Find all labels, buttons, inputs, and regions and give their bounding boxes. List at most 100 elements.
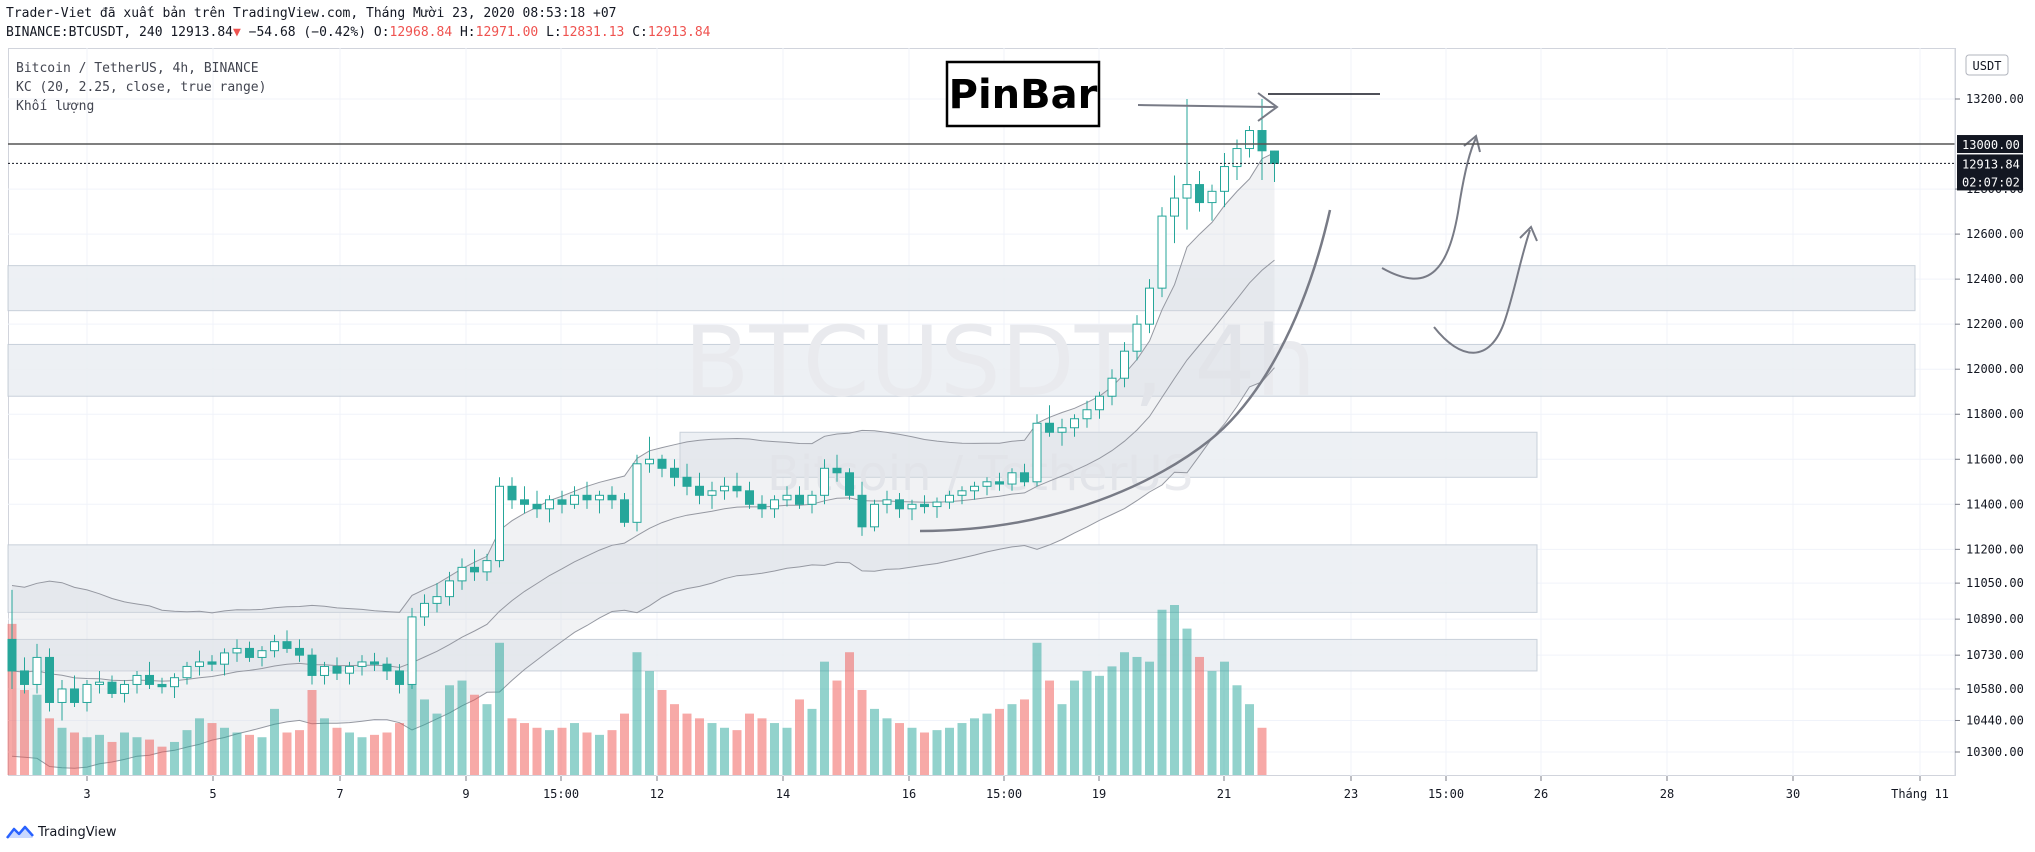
- volume-bar: [795, 699, 804, 775]
- open-label: O:: [373, 25, 390, 40]
- candle-body: [870, 503, 879, 528]
- volume-bar: [1257, 727, 1267, 775]
- volume-bar: [1145, 661, 1154, 775]
- candle-body: [582, 494, 592, 501]
- volume-bar: [682, 713, 692, 775]
- volume-bar: [357, 737, 367, 775]
- volume-bar: [445, 685, 454, 775]
- kc-fill: [12, 152, 1275, 769]
- time-tick-label: 12: [650, 787, 664, 801]
- volume-bar: [1220, 661, 1229, 775]
- candle-body: [1157, 215, 1167, 289]
- symbol-price: BINANCE:BTCUSDT, 240 12913.84: [6, 25, 233, 40]
- candle-body: [670, 467, 679, 478]
- volume-bar: [920, 732, 929, 775]
- time-tick-label: Tháng 11: [1891, 787, 1949, 801]
- candle-body: [95, 681, 104, 685]
- candle-body: [795, 494, 804, 505]
- price-tick-label: 10300.00: [1966, 745, 2024, 759]
- time-tick-label: 26: [1534, 787, 1548, 801]
- candle-body: [57, 688, 67, 703]
- candle-body: [320, 665, 329, 676]
- volume-bar: [407, 671, 417, 775]
- volume-bar: [20, 690, 29, 775]
- candle-body: [745, 490, 754, 505]
- volume-bar: [432, 713, 442, 775]
- volume-bar: [882, 718, 892, 775]
- volume-bar: [782, 727, 792, 775]
- volume-bar: [495, 642, 504, 775]
- volume-bar: [670, 704, 679, 775]
- volume-bar: [720, 727, 729, 775]
- volume-bar: [832, 680, 842, 775]
- high-label: H:: [459, 25, 476, 40]
- candle-body: [995, 481, 1004, 485]
- time-tick-label: 19: [1092, 787, 1106, 801]
- price-tick-label: 12000.00: [1966, 362, 2024, 376]
- candle-body: [1145, 287, 1154, 325]
- candle-body: [545, 499, 554, 510]
- candle-body: [1045, 422, 1054, 433]
- price-tick-label: 10440.00: [1966, 713, 2024, 727]
- time-tick-label: 7: [336, 787, 343, 801]
- candle-body: [245, 647, 254, 658]
- volume-bar: [632, 652, 642, 775]
- volume-bar: [57, 727, 67, 775]
- candle-body: [432, 596, 442, 604]
- candle-body: [357, 661, 367, 667]
- current-price-value: 12913.84: [1962, 157, 2020, 171]
- candle-body: [195, 661, 204, 667]
- time-tick-label: 15:00: [986, 787, 1022, 801]
- volume-bar: [395, 723, 404, 775]
- candle-body: [970, 485, 979, 492]
- volume-bar: [370, 734, 379, 775]
- candle-body: [945, 494, 954, 503]
- price-tick-label: 10890.00: [1966, 612, 2024, 626]
- volume-bar: [995, 708, 1004, 775]
- candle-body: [1182, 184, 1192, 199]
- volume-bar: [470, 694, 479, 775]
- candle-body: [732, 485, 742, 492]
- footer: TradingView: [6, 820, 117, 844]
- high-value: 12971.00: [475, 25, 539, 40]
- volume-bar: [120, 732, 129, 775]
- candle-body: [182, 665, 192, 679]
- low-value: 12831.13: [561, 25, 625, 40]
- candle-body: [7, 638, 17, 672]
- candle-body: [1270, 150, 1279, 164]
- time-tick-label: 15:00: [1428, 787, 1464, 801]
- volume-bar: [345, 732, 354, 775]
- volume-bar: [970, 718, 979, 775]
- price-tick-label: 11600.00: [1966, 452, 2024, 466]
- volume-bar: [1157, 609, 1167, 775]
- curve-line: [919, 209, 1332, 533]
- volume-bar: [532, 727, 542, 775]
- candle-body: [445, 580, 454, 598]
- kc-middle: [11, 259, 1275, 682]
- volume-bar: [645, 671, 654, 775]
- volume-bar: [582, 732, 592, 775]
- volume-bar: [1107, 666, 1117, 775]
- candle-body: [107, 681, 117, 694]
- volume-bar: [170, 741, 179, 775]
- candle-body: [70, 688, 79, 703]
- candle-body: [782, 494, 792, 501]
- time-tick-label: 21: [1217, 787, 1231, 801]
- candle-body: [895, 499, 904, 510]
- candle-body: [295, 647, 304, 656]
- volume-bar: [620, 713, 629, 775]
- volume-bar: [545, 730, 554, 775]
- close-value: 12913.84: [647, 25, 711, 40]
- time-tick-label: 28: [1660, 787, 1674, 801]
- legend-volume: Khối lượng: [16, 99, 95, 114]
- volume-bar: [1245, 704, 1254, 775]
- volume-bar: [1232, 685, 1242, 775]
- price-tick-label: 12400.00: [1966, 272, 2024, 286]
- volume-bar: [282, 732, 292, 775]
- candle-body: [120, 683, 129, 694]
- candle-body: [370, 661, 379, 665]
- volume-bar: [732, 730, 742, 775]
- candle-body: [832, 467, 842, 474]
- candle-body: [757, 503, 767, 510]
